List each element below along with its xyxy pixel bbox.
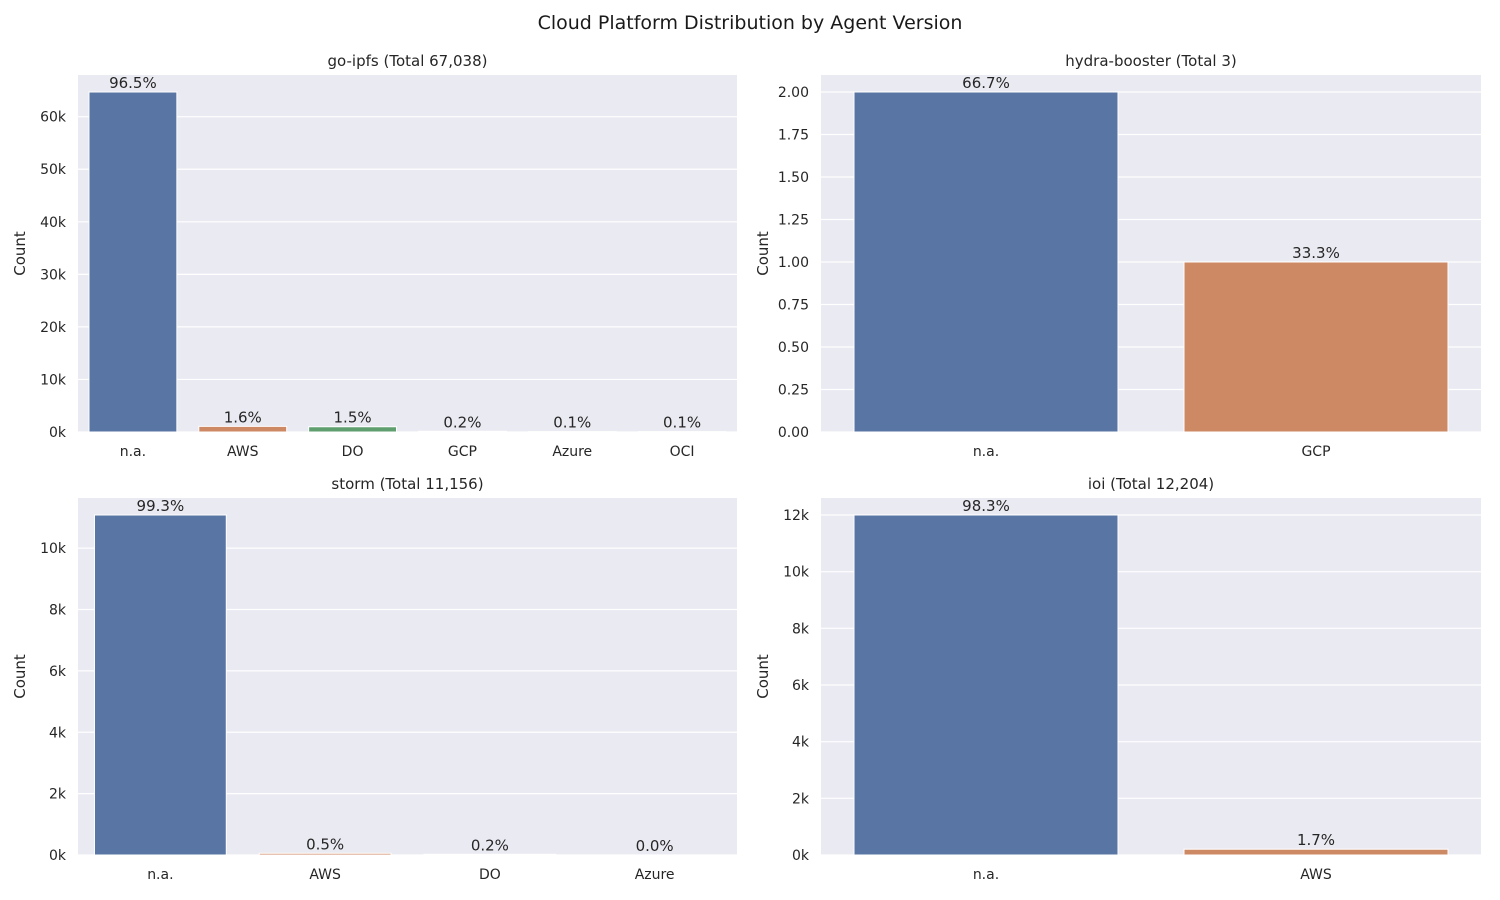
x-tick-label: AWS xyxy=(227,444,259,460)
bar-na xyxy=(853,91,1119,433)
y-tick-label: 0k xyxy=(49,848,67,864)
bar-aws xyxy=(198,425,288,433)
x-tick-label: AWS xyxy=(309,867,341,883)
subplot-2: 0k 2k 4k 6k 8k 10k 99.3% n.a. 0.5% AWS 0.2% DO 0.0% A… xyxy=(11,475,737,883)
bar-na xyxy=(88,91,178,433)
y-tick-label: 10k xyxy=(40,541,67,557)
x-tick-label: DO xyxy=(479,867,501,883)
bar-value-label: 0.1% xyxy=(663,414,701,432)
y-axis-label: Count xyxy=(11,654,29,699)
y-tick-label: 0.50 xyxy=(778,340,809,356)
subplot-title: storm (Total 11,156) xyxy=(331,475,483,493)
y-tick-label: 30k xyxy=(40,267,67,283)
y-tick-label: 1.25 xyxy=(778,213,809,229)
x-tick-label: Azure xyxy=(552,444,592,460)
figure-title: Cloud Platform Distribution by Agent Ver… xyxy=(537,12,963,34)
y-tick-label: 8k xyxy=(49,603,67,619)
x-tick-label: GCP xyxy=(1301,444,1330,460)
y-tick-label: 0.00 xyxy=(778,425,809,441)
bar-value-label: 1.5% xyxy=(334,409,372,427)
bar-value-label: 0.2% xyxy=(471,836,509,854)
bar-value-label: 33.3% xyxy=(1292,244,1340,262)
y-tick-label: 8k xyxy=(792,621,810,637)
y-tick-label: 6k xyxy=(792,678,810,694)
subplot-3: 0k 2k 4k 6k 8k 10k 12k 98.3% n.a. 1.7% AWS ioi (Tot… xyxy=(754,475,1481,883)
x-tick-label: Azure xyxy=(635,867,675,883)
y-tick-label: 0k xyxy=(49,425,67,441)
y-tick-label: 10k xyxy=(783,565,810,581)
subplot-title: hydra-booster (Total 3) xyxy=(1065,52,1236,70)
y-tick-label: 1.50 xyxy=(778,170,809,186)
bar-value-label: 98.3% xyxy=(962,497,1010,515)
plot-background xyxy=(78,75,737,432)
x-tick-label: OCI xyxy=(670,444,695,460)
bar-do xyxy=(423,853,557,856)
bar-na xyxy=(853,514,1119,856)
bar-value-label: 0.2% xyxy=(443,413,481,431)
y-tick-label: 0.25 xyxy=(778,383,809,399)
x-tick-label: AWS xyxy=(1300,867,1332,883)
y-tick-label: 10k xyxy=(40,372,67,388)
y-tick-label: 0.75 xyxy=(778,298,809,314)
y-tick-label: 1.75 xyxy=(778,128,809,144)
x-tick-label: DO xyxy=(342,444,364,460)
x-tick-label: n.a. xyxy=(973,867,999,883)
y-tick-label: 50k xyxy=(40,162,67,178)
y-tick-label: 6k xyxy=(49,664,67,680)
bar-value-label: 96.5% xyxy=(109,74,157,92)
subplot-1: 0.00 0.25 0.50 0.75 1.00 1.25 1.50 1.75 2.00 66.7… xyxy=(754,52,1481,460)
bar-gcp xyxy=(417,430,507,433)
y-tick-label: 40k xyxy=(40,215,67,231)
bar-value-label: 1.7% xyxy=(1297,831,1335,849)
bar-value-label: 99.3% xyxy=(137,497,185,515)
bar-gcp xyxy=(1183,261,1449,433)
bar-value-label: 0.5% xyxy=(306,835,344,853)
subplot-title: go-ipfs (Total 67,038) xyxy=(328,52,488,70)
y-tick-label: 20k xyxy=(40,320,67,336)
x-tick-label: GCP xyxy=(448,444,477,460)
bar-value-label: 1.6% xyxy=(224,408,262,426)
x-tick-label: n.a. xyxy=(973,444,999,460)
x-tick-label: n.a. xyxy=(120,444,146,460)
y-axis-label: Count xyxy=(754,654,772,699)
bar-value-label: 0.1% xyxy=(553,414,591,432)
bar-aws xyxy=(258,852,392,856)
bar-na xyxy=(93,514,227,856)
y-tick-label: 1.00 xyxy=(778,255,809,271)
bar-value-label: 0.0% xyxy=(636,837,674,855)
x-tick-label: n.a. xyxy=(147,867,173,883)
bar-value-label: 66.7% xyxy=(962,74,1010,92)
bar-do xyxy=(308,426,398,433)
y-axis-label: Count xyxy=(754,231,772,276)
y-tick-label: 12k xyxy=(783,508,810,524)
bar-aws xyxy=(1183,848,1449,856)
y-tick-label: 4k xyxy=(49,725,67,741)
subplot-title: ioi (Total 12,204) xyxy=(1088,475,1214,493)
y-tick-label: 60k xyxy=(40,110,67,126)
y-tick-label: 2k xyxy=(792,791,810,807)
y-tick-label: 2.00 xyxy=(778,85,809,101)
y-tick-label: 4k xyxy=(792,735,810,751)
y-tick-label: 2k xyxy=(49,787,67,803)
y-axis-label: Count xyxy=(11,231,29,276)
subplot-0: 0k 10k 20k 30k 40k 50k 60k 96.5% n.a. 1.6% AWS 1.5%… xyxy=(11,52,737,460)
y-tick-label: 0k xyxy=(792,848,810,864)
